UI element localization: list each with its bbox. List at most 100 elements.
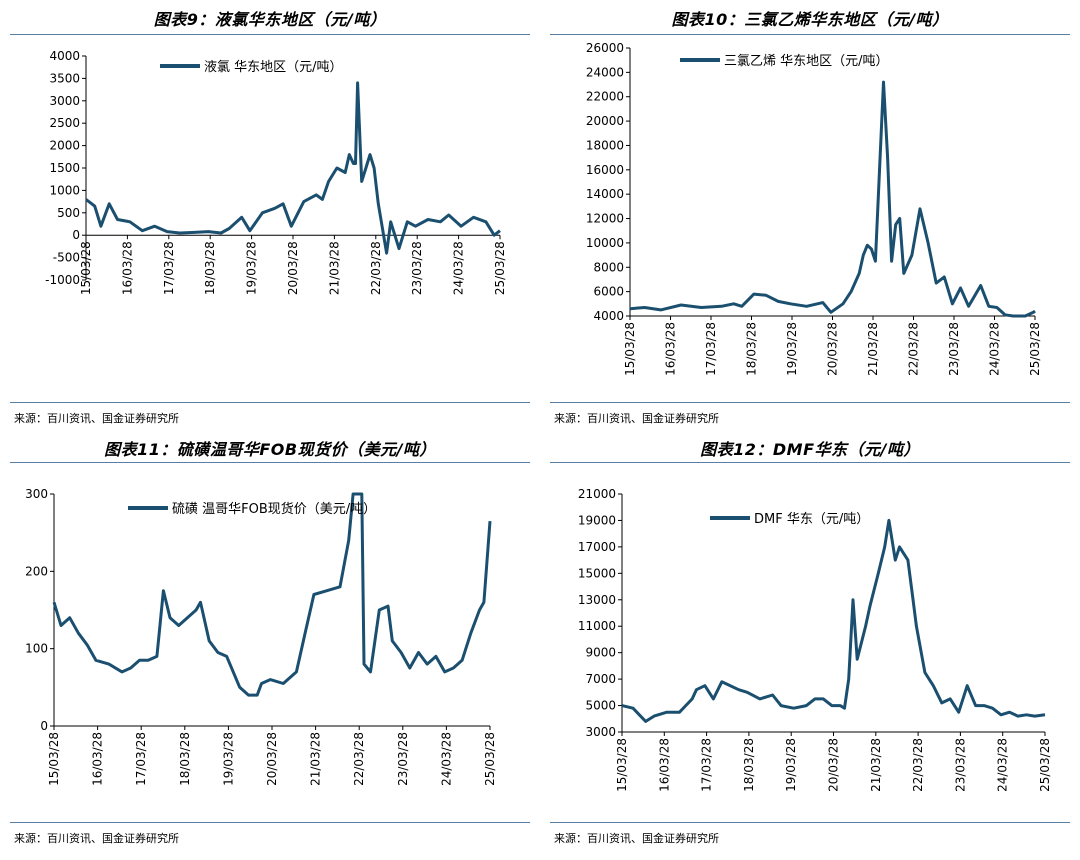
y-tick-label: 500 <box>57 206 80 220</box>
y-tick-label: 9000 <box>585 646 616 660</box>
y-tick-label: 0 <box>72 228 80 242</box>
y-tick-label: 24000 <box>586 65 624 79</box>
y-tick-label: 15000 <box>578 566 616 580</box>
x-tick-label: 21/03/28 <box>866 322 880 376</box>
chart-title: 图表11：硫磺温哥华FOB现货价（美元/吨） <box>104 440 436 459</box>
title-rule <box>10 34 530 35</box>
y-tick-label: 3000 <box>585 725 616 739</box>
x-tick-label: 21/03/28 <box>309 732 323 786</box>
source-note: 来源：百川资讯、国金证券研究所 <box>554 832 719 845</box>
x-tick-label: 20/03/28 <box>265 732 279 786</box>
x-tick-label: 21/03/28 <box>327 241 341 295</box>
x-tick-label: 17/03/28 <box>704 322 718 376</box>
chart-dmf: 3000 5000 7000 9000 11000 13000 15000 17000 1900… <box>578 487 1052 792</box>
y-tick-label: 18000 <box>586 138 624 152</box>
x-tick-label: 23/03/28 <box>410 241 424 295</box>
panel-trichloroethylene: 图表10：三氯乙烯华东地区（元/吨） 4000 6000 8000 10000 1200… <box>540 0 1080 430</box>
legend-label: 液氯 华东地区（元/吨） <box>204 60 343 75</box>
x-tick-label: 25/03/28 <box>1028 322 1042 376</box>
y-tick-label: -1000 <box>45 273 80 287</box>
x-tick-label: 19/03/28 <box>784 738 798 792</box>
chart-title: 图表9：液氯华东地区（元/吨） <box>153 10 387 29</box>
x-tick-label: 24/03/28 <box>996 738 1010 792</box>
x-tick-label: 22/03/28 <box>911 738 925 792</box>
source-note: 来源：百川资讯、国金证券研究所 <box>14 412 179 425</box>
source-rule <box>550 402 1070 403</box>
x-tick-label: 16/03/28 <box>664 322 678 376</box>
x-tick-label: 23/03/28 <box>953 738 967 792</box>
x-tick-label: 17/03/28 <box>134 732 148 786</box>
x-tick-label: 18/03/28 <box>203 241 217 295</box>
y-tick-label: 11000 <box>578 619 616 633</box>
x-tick-label: 19/03/28 <box>221 732 235 786</box>
title-rule <box>550 462 1070 463</box>
y-tick-label: 20000 <box>586 114 624 128</box>
y-tick-label: 1000 <box>49 183 80 197</box>
x-tick-label: 24/03/28 <box>452 241 466 295</box>
panel-sulfur-vancouver: 图表11：硫磺温哥华FOB现货价（美元/吨） 0 100 200 300 15/03/2… <box>0 430 540 860</box>
y-tick-label: 7000 <box>585 672 616 686</box>
chart-sulfur-vancouver: 0 100 200 300 15/03/28 16/03/28 17/03/28 18/03/… <box>25 487 497 786</box>
x-tick-label: 24/03/28 <box>988 322 1002 376</box>
legend-label: 三氯乙烯 华东地区（元/吨） <box>724 54 889 69</box>
y-tick-label: 200 <box>25 564 48 578</box>
y-tick-label: 13000 <box>578 593 616 607</box>
y-tick-label: 6000 <box>593 285 624 299</box>
chart-trichloroethylene: 4000 6000 8000 10000 12000 14000 16000 18000 200… <box>586 41 1042 376</box>
source-rule <box>550 822 1070 823</box>
panel-liquid-chlorine: 图表9：液氯华东地区（元/吨） -1000 -500 0 500 1000 1500 200… <box>0 0 540 430</box>
x-tick-label: 20/03/28 <box>826 322 840 376</box>
source-rule <box>10 402 530 403</box>
series-line <box>52 492 492 697</box>
x-tick-label: 23/03/28 <box>396 732 410 786</box>
x-tick-label: 23/03/28 <box>947 322 961 376</box>
x-tick-label: 16/03/28 <box>120 241 134 295</box>
y-tick-label: 22000 <box>586 90 624 104</box>
source-note: 来源：百川资讯、国金证券研究所 <box>554 412 719 425</box>
x-tick-label: 15/03/28 <box>615 738 629 792</box>
y-tick-label: 100 <box>25 642 48 656</box>
y-tick-label: 19000 <box>578 513 616 527</box>
y-tick-label: 8000 <box>593 260 624 274</box>
x-tick-label: 22/03/28 <box>907 322 921 376</box>
x-tick-label: 19/03/28 <box>245 241 259 295</box>
series-line <box>85 81 501 255</box>
panel-dmf: 图表12：DMF华东（元/吨） 3000 5000 7000 9000 11000 130… <box>540 430 1080 860</box>
x-tick-label: 15/03/28 <box>79 241 93 295</box>
x-tick-label: 21/03/28 <box>869 738 883 792</box>
x-tick-label: 20/03/28 <box>827 738 841 792</box>
series-line <box>629 80 1036 318</box>
y-tick-label: 5000 <box>585 699 616 713</box>
x-tick-label: 15/03/28 <box>623 322 637 376</box>
title-rule <box>550 34 1070 35</box>
x-tick-label: 18/03/28 <box>742 738 756 792</box>
x-tick-label: 17/03/28 <box>162 241 176 295</box>
y-tick-label: 12000 <box>586 212 624 226</box>
title-rule <box>10 462 530 463</box>
y-tick-label: 4000 <box>49 49 80 63</box>
y-tick-label: -500 <box>53 251 80 265</box>
legend-label: DMF 华东（元/吨） <box>754 512 869 527</box>
y-tick-label: 3500 <box>49 71 80 85</box>
source-note: 来源：百川资讯、国金证券研究所 <box>14 832 179 845</box>
y-tick-label: 1500 <box>49 161 80 175</box>
x-tick-label: 22/03/28 <box>352 732 366 786</box>
x-tick-label: 16/03/28 <box>91 732 105 786</box>
y-tick-label: 21000 <box>578 487 616 501</box>
x-tick-label: 15/03/28 <box>47 732 61 786</box>
series-line <box>621 518 1046 723</box>
x-tick-label: 25/03/28 <box>1038 738 1052 792</box>
x-tick-label: 16/03/28 <box>657 738 671 792</box>
y-tick-label: 16000 <box>586 163 624 177</box>
chart-title: 图表12：DMF华东（元/吨） <box>700 440 920 459</box>
y-tick-label: 300 <box>25 487 48 501</box>
chart-title: 图表10：三氯乙烯华东地区（元/吨） <box>671 10 949 29</box>
x-tick-label: 18/03/28 <box>178 732 192 786</box>
x-tick-label: 22/03/28 <box>369 241 383 295</box>
y-tick-label: 26000 <box>586 41 624 55</box>
y-tick-label: 4000 <box>593 309 624 323</box>
x-tick-label: 17/03/28 <box>700 738 714 792</box>
legend-label: 硫磺 温哥华FOB现货价（美元/吨） <box>172 501 376 517</box>
y-tick-label: 3000 <box>49 94 80 108</box>
